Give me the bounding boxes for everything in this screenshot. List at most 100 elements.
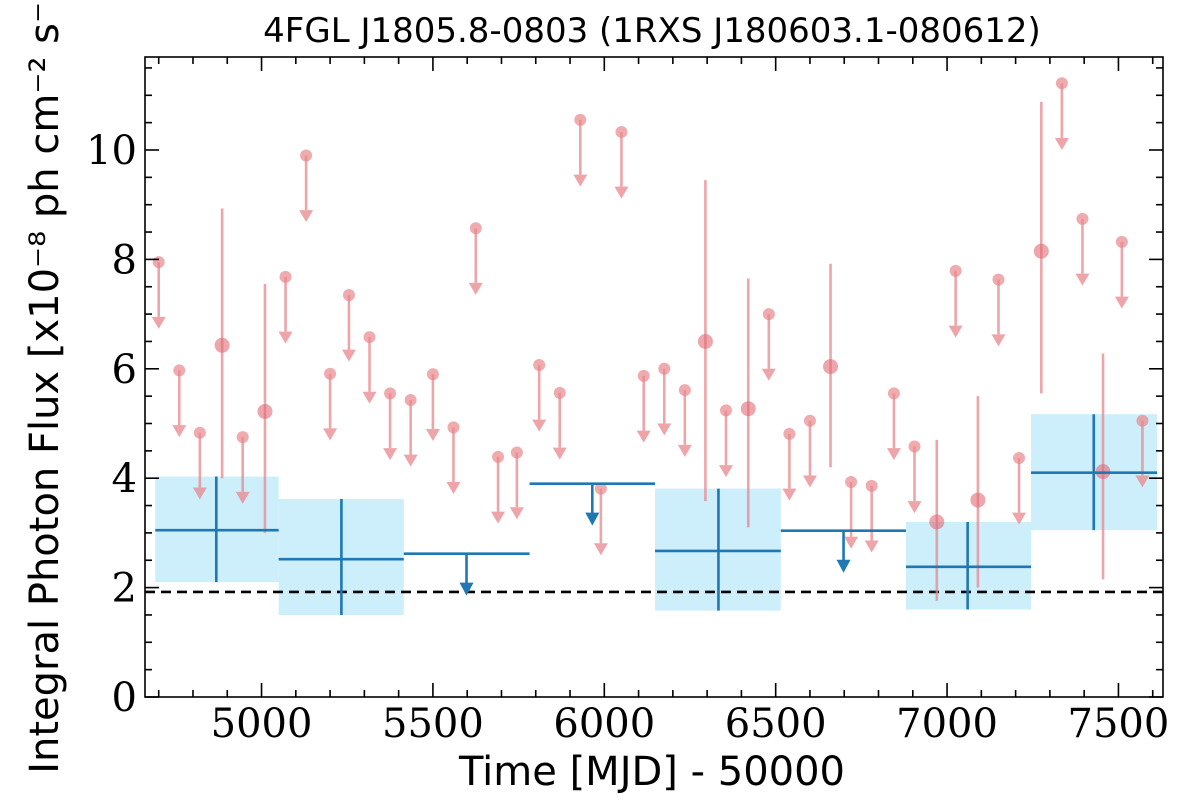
detection-point [257, 403, 273, 419]
detection-point [929, 514, 945, 530]
upper-limit-point [845, 476, 858, 489]
upper-limit-arrow-head [677, 444, 692, 457]
x-tick-label: 7500 [1068, 701, 1170, 747]
upper-limit-point [908, 440, 921, 453]
upper-limit-point [678, 384, 691, 397]
upper-limit-arrow-head [278, 331, 293, 344]
upper-limit-point [615, 125, 628, 138]
upper-limit-point [1013, 451, 1026, 464]
upper-limit-point [193, 426, 206, 439]
upper-limit-point [173, 364, 186, 377]
upper-limit-arrow-head [991, 334, 1006, 347]
x-tick-label: 6500 [725, 701, 827, 747]
upper-limit-point [637, 369, 650, 382]
upper-limit-arrow-head [491, 511, 506, 524]
upper-limit-arrow-head [1114, 296, 1129, 309]
upper-limit-arrow-head [657, 423, 672, 436]
upper-limit-arrow-head [1135, 475, 1150, 488]
upper-limit-point [1076, 212, 1089, 225]
detection-point [970, 492, 986, 508]
upper-limit-point [992, 273, 1005, 286]
upper-limit-point [384, 387, 397, 400]
upper-limit-point [363, 331, 376, 344]
upper-limit-point [865, 479, 878, 492]
upper-limit-arrow-head [1012, 512, 1027, 525]
detection-point [823, 359, 839, 375]
y-tick-label: 10 [86, 128, 137, 174]
long-bin-upper-limit-head [459, 582, 474, 596]
upper-limit-point [949, 264, 962, 277]
upper-limit-arrow-head [844, 536, 859, 549]
upper-limit-arrow-head [192, 487, 207, 500]
upper-limit-arrow-head [718, 465, 733, 478]
upper-limit-point [300, 149, 313, 162]
upper-limit-point [492, 450, 505, 463]
upper-limit-point [1136, 414, 1149, 427]
upper-limit-arrow-head [1054, 137, 1069, 150]
x-tick-label: 5000 [211, 701, 313, 747]
upper-limit-arrow-head [151, 316, 166, 329]
upper-limit-point [658, 362, 671, 375]
x-tick-label: 7000 [896, 701, 998, 747]
detection-point [1033, 243, 1049, 259]
upper-limit-point [510, 446, 523, 459]
upper-limit-arrow-head [782, 488, 797, 501]
upper-limit-arrow-head [593, 543, 608, 556]
y-tick-label: 8 [112, 237, 137, 283]
upper-limit-point [887, 387, 900, 400]
upper-limit-point [719, 404, 732, 417]
upper-limit-arrow-head [403, 454, 418, 467]
detection-point [214, 337, 230, 353]
upper-limit-arrow-head [573, 174, 588, 187]
upper-limit-arrow-head [948, 325, 963, 338]
upper-limit-point [533, 358, 546, 371]
y-tick-label: 6 [112, 347, 137, 393]
upper-limit-arrow-head [864, 540, 879, 553]
upper-limit-point [152, 256, 165, 269]
upper-limit-arrow-head [802, 475, 817, 488]
axes-frame [144, 56, 1164, 698]
x-axis-label: Time [MJD] - 50000 [458, 749, 845, 795]
upper-limit-arrow-head [341, 349, 356, 362]
long-bin-upper-limit-head [836, 559, 851, 573]
upper-limit-arrow-head [446, 482, 461, 495]
detection-point [697, 333, 713, 349]
upper-limit-arrow-head [299, 210, 314, 223]
upper-limit-arrow-head [636, 430, 651, 443]
chart-title: 4FGL J1805.8-0803 (1RXS J180603.1-080612… [263, 11, 1041, 51]
upper-limit-arrow-head [362, 391, 377, 404]
upper-limit-point [404, 393, 417, 406]
upper-limit-arrow-head [761, 368, 776, 381]
upper-limit-point [447, 421, 460, 434]
upper-limit-point [783, 427, 796, 440]
x-tick-label: 6000 [553, 701, 655, 747]
y-tick-label: 2 [112, 566, 137, 612]
upper-limit-arrow-head [235, 491, 250, 504]
upper-limit-point [574, 113, 587, 126]
upper-limit-point [469, 222, 482, 235]
upper-limit-arrow-head [323, 428, 338, 441]
upper-limit-arrow-head [172, 425, 187, 438]
upper-limit-point [1055, 77, 1068, 90]
upper-limit-arrow-head [383, 448, 398, 461]
upper-limit-point [324, 367, 337, 380]
upper-limit-point [426, 368, 439, 381]
upper-limit-arrow-head [509, 507, 524, 520]
upper-limit-arrow-head [425, 428, 440, 441]
upper-limit-arrow-head [552, 447, 567, 460]
plot-area: 5000 5500 6000 6500 7000 7500 0 2 4 6 8 10 [86, 56, 1170, 747]
upper-limit-point [762, 308, 775, 321]
upper-limit-point [236, 431, 249, 444]
detection-point [740, 401, 756, 417]
upper-limit-point [803, 414, 816, 427]
long-bin-upper-limit-head [585, 512, 600, 526]
upper-limit-arrow-head [886, 448, 901, 461]
y-axis-label: Integral Photon Flux [x10⁻⁸ ph cm⁻² s⁻¹] [22, 0, 68, 774]
upper-limit-point [553, 386, 566, 399]
upper-limit-arrow-head [907, 501, 922, 514]
upper-limit-point [342, 288, 355, 301]
upper-limit-arrow-head [1075, 273, 1090, 286]
upper-limit-arrow-head [468, 282, 483, 295]
upper-limit-point [594, 482, 607, 495]
upper-limit-arrow-head [614, 186, 629, 199]
